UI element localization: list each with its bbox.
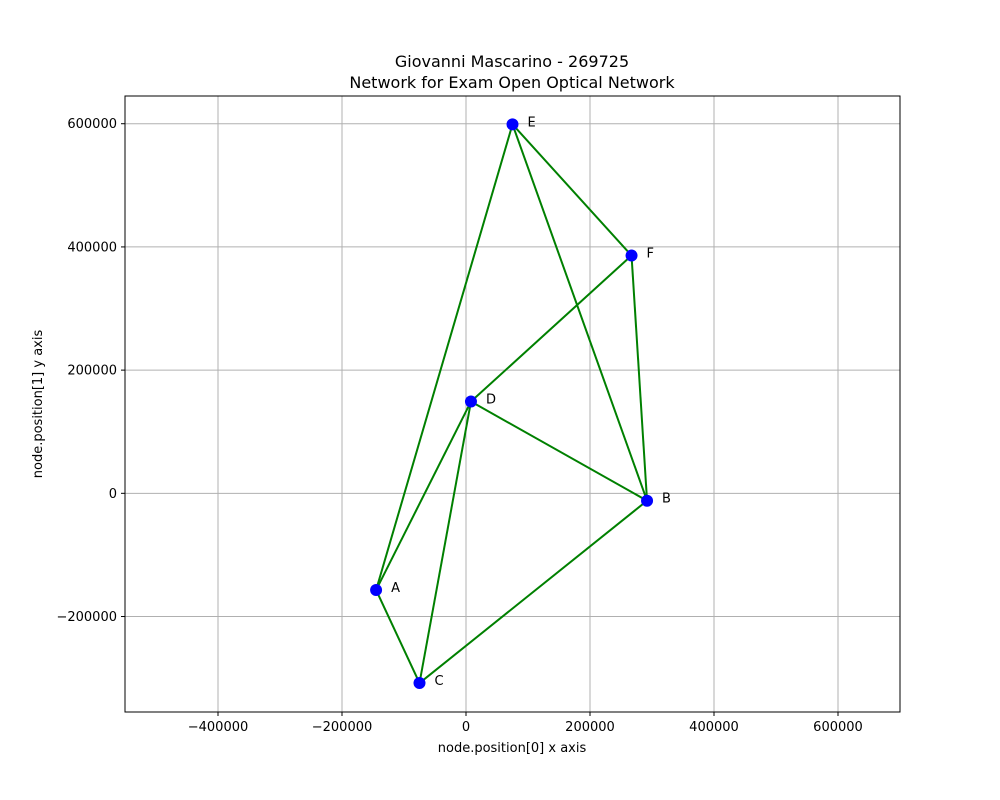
node-label-E: E bbox=[528, 115, 536, 130]
x-tick-label: 400000 bbox=[689, 720, 739, 735]
edge-B-F bbox=[630, 255, 649, 501]
y-axis-label: node.position[1] y axis bbox=[31, 330, 46, 479]
y-tick-label: 600000 bbox=[67, 117, 117, 132]
chart-title: Giovanni Mascarino - 269725 bbox=[395, 52, 629, 71]
ticks: −400000 −200000 0 200000 400000 600000 −200000… bbox=[56, 117, 862, 735]
chart-subtitle: Network for Exam Open Optical Network bbox=[349, 73, 675, 92]
x-tick-label: −200000 bbox=[312, 720, 373, 735]
node-labels: A B C D E F bbox=[391, 115, 671, 689]
node-label-D: D bbox=[486, 393, 496, 408]
grid bbox=[125, 96, 900, 712]
edge-A-D bbox=[375, 401, 472, 591]
node-label-B: B bbox=[662, 492, 671, 507]
edge-D-F bbox=[470, 254, 633, 403]
x-axis-label: node.position[0] x axis bbox=[438, 741, 587, 756]
node-B bbox=[641, 494, 654, 507]
x-tick-label: 600000 bbox=[813, 720, 863, 735]
y-tick-label: −200000 bbox=[56, 610, 117, 625]
edge-A-C bbox=[375, 589, 421, 684]
node-label-C: C bbox=[435, 674, 444, 689]
node-label-F: F bbox=[647, 247, 654, 262]
y-tick-label: 400000 bbox=[67, 240, 117, 255]
node-C bbox=[413, 677, 426, 690]
x-tick-label: −400000 bbox=[188, 720, 249, 735]
edge-B-E bbox=[511, 123, 648, 502]
edge-C-D bbox=[418, 401, 472, 684]
node-label-A: A bbox=[391, 581, 400, 596]
edges bbox=[375, 123, 649, 684]
edge-B-D bbox=[470, 400, 648, 502]
node-A bbox=[370, 584, 383, 597]
nodes bbox=[370, 118, 654, 690]
edge-A-E bbox=[375, 124, 514, 591]
x-tick-label: 0 bbox=[462, 720, 470, 735]
node-F bbox=[625, 249, 638, 262]
node-D bbox=[464, 395, 477, 408]
node-E bbox=[506, 118, 519, 131]
x-tick-label: 200000 bbox=[565, 720, 615, 735]
edge-E-F bbox=[511, 123, 633, 257]
y-tick-label: 0 bbox=[109, 487, 117, 502]
y-tick-label: 200000 bbox=[67, 364, 117, 379]
plot-frame bbox=[124, 95, 901, 713]
edge-B-C bbox=[418, 499, 648, 684]
